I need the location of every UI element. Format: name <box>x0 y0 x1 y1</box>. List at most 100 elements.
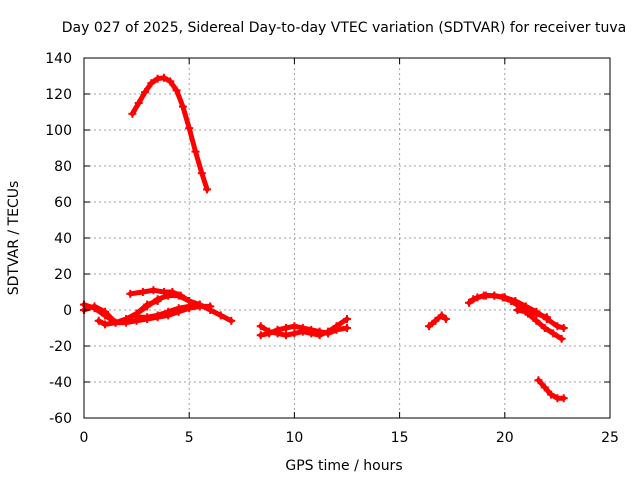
y-tick-label: 0 <box>63 303 72 319</box>
data-point <box>557 334 566 343</box>
series-line <box>514 307 550 320</box>
y-tick-label: 60 <box>54 195 72 211</box>
data-point <box>441 315 450 323</box>
y-tick-label: 40 <box>54 231 72 247</box>
data-point <box>128 109 137 118</box>
data-point <box>332 325 341 334</box>
data-point <box>195 300 204 309</box>
data-point <box>227 316 236 325</box>
data-point <box>111 318 120 327</box>
data-point <box>166 77 175 86</box>
data-point <box>164 307 173 316</box>
data-point <box>178 102 187 111</box>
data-point <box>465 298 474 307</box>
data-point <box>469 295 478 304</box>
x-axis: 0 5 10 15 20 25 <box>80 58 619 446</box>
data-point <box>159 288 168 296</box>
data-point <box>281 331 290 340</box>
series-layer <box>80 73 568 403</box>
data-point <box>290 322 299 331</box>
data-point <box>479 291 488 300</box>
series-line <box>426 312 449 329</box>
data-point <box>534 376 543 385</box>
data-point <box>122 315 131 323</box>
x-tick-label: 15 <box>391 430 409 446</box>
data-point <box>197 169 206 178</box>
data-point <box>143 300 152 309</box>
data-point <box>559 324 568 332</box>
series-arc-5 <box>126 286 236 325</box>
data-point <box>126 289 135 298</box>
data-point <box>143 313 152 322</box>
data-point <box>265 329 274 338</box>
data-point <box>132 313 141 322</box>
data-point <box>174 304 183 313</box>
plot-frame <box>83 57 611 419</box>
data-point <box>256 331 265 340</box>
x-tick-label: 20 <box>496 430 514 446</box>
data-point <box>500 293 509 302</box>
y-tick-label: 80 <box>54 159 72 175</box>
data-point <box>281 324 290 332</box>
data-point <box>147 79 156 88</box>
series-arc-11 <box>469 291 568 332</box>
data-point <box>315 327 324 336</box>
series-arc-1 <box>128 73 212 194</box>
data-point <box>298 324 307 332</box>
data-point <box>431 316 440 325</box>
data-point <box>172 86 181 95</box>
data-point <box>216 311 225 320</box>
data-point <box>94 316 103 325</box>
data-point <box>513 306 522 314</box>
data-point <box>101 307 110 316</box>
y-tick-label: -60 <box>49 411 72 427</box>
data-point <box>425 322 434 331</box>
x-axis-label: GPS time / hours <box>285 458 402 474</box>
data-point <box>134 99 143 107</box>
data-point <box>159 73 168 82</box>
data-point <box>307 325 316 334</box>
data-point <box>153 311 162 320</box>
series-arc-13 <box>534 376 568 403</box>
data-point <box>553 322 562 331</box>
data-point <box>138 288 147 296</box>
series-arc-9 <box>425 311 450 331</box>
data-point <box>490 291 499 300</box>
x-tick-label: 25 <box>601 430 619 446</box>
data-point <box>185 124 194 133</box>
data-point <box>206 306 215 314</box>
y-tick-label: 120 <box>45 87 72 103</box>
series-arc-6 <box>132 300 204 322</box>
series-arc-8 <box>256 322 351 340</box>
data-point <box>511 297 520 305</box>
y-tick-label: 100 <box>45 123 72 139</box>
data-point <box>437 311 446 320</box>
data-point <box>532 309 541 318</box>
chart-title: Day 027 of 2025, Sidereal Day-to-day VTE… <box>62 20 626 36</box>
series-line <box>129 75 210 192</box>
data-point <box>101 320 110 329</box>
data-point <box>90 302 99 311</box>
y-tick-label: -20 <box>49 339 72 355</box>
data-point <box>521 307 530 316</box>
y-tick-label: -40 <box>49 375 72 391</box>
data-point <box>532 316 541 325</box>
data-point <box>256 322 265 331</box>
data-point <box>176 291 185 300</box>
data-point <box>185 302 194 311</box>
x-tick-label: 5 <box>185 430 194 446</box>
data-point <box>559 394 568 403</box>
grid-layer <box>84 58 610 418</box>
x-tick-label: 0 <box>80 430 89 446</box>
data-point <box>168 288 177 296</box>
data-point <box>273 325 282 334</box>
data-point <box>343 315 351 323</box>
x-tick-label: 10 <box>285 430 303 446</box>
y-axis-label: SDTVAR / TECUs <box>6 181 22 296</box>
data-point <box>153 297 162 305</box>
data-point <box>540 383 549 392</box>
data-point <box>203 185 212 194</box>
data-point <box>343 324 351 332</box>
y-tick-label: 140 <box>45 51 72 67</box>
